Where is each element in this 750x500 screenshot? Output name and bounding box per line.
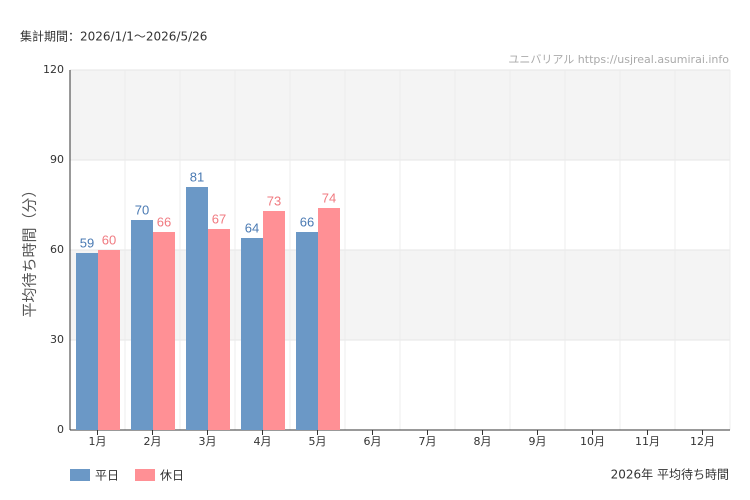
bar	[318, 208, 340, 430]
x-tick-label: 3月	[199, 435, 217, 448]
legend-swatch	[135, 469, 155, 481]
value-label: 59	[80, 235, 94, 250]
x-tick-label: 7月	[419, 435, 437, 448]
value-label: 66	[157, 214, 171, 229]
legend-label: 休日	[160, 469, 184, 483]
value-label: 70	[135, 202, 149, 217]
bar	[186, 187, 208, 430]
legend-swatch	[70, 469, 90, 481]
bar	[208, 229, 230, 430]
bar	[98, 250, 120, 430]
bar	[241, 238, 263, 430]
footer: 2026年 平均待ち時間	[611, 468, 729, 482]
y-tick-label: 0	[57, 423, 64, 436]
y-axis-label: 平均待ち時間（分）	[21, 182, 39, 317]
y-tick-label: 120	[43, 63, 64, 76]
x-tick-label: 9月	[529, 435, 547, 448]
value-label: 73	[267, 193, 281, 208]
value-label: 66	[300, 214, 314, 229]
x-tick-label: 6月	[364, 435, 382, 448]
source: ユニバリアル https://usjreal.asumirai.info	[508, 53, 729, 66]
x-tick-label: 12月	[690, 435, 715, 448]
bar	[296, 232, 318, 430]
value-label: 64	[245, 220, 259, 235]
value-label: 60	[102, 232, 116, 247]
x-tick-label: 4月	[254, 435, 272, 448]
y-tick-label: 30	[50, 333, 64, 346]
y-tick-label: 90	[50, 153, 64, 166]
x-tick-label: 8月	[474, 435, 492, 448]
subtitle: 集計期間：2026/1/1～2026/5/26	[20, 29, 207, 44]
x-tick-label: 10月	[580, 435, 605, 448]
x-tick-label: 11月	[635, 435, 660, 448]
y-tick-label: 60	[50, 243, 64, 256]
value-label: 81	[190, 169, 204, 184]
bar	[76, 253, 98, 430]
value-label: 67	[212, 211, 226, 226]
x-tick-label: 5月	[309, 435, 327, 448]
legend-label: 平日	[95, 469, 119, 483]
bar	[263, 211, 285, 430]
value-label: 74	[322, 190, 336, 205]
bar	[131, 220, 153, 430]
bar	[153, 232, 175, 430]
x-tick-label: 2月	[144, 435, 162, 448]
x-tick-label: 1月	[89, 435, 107, 448]
